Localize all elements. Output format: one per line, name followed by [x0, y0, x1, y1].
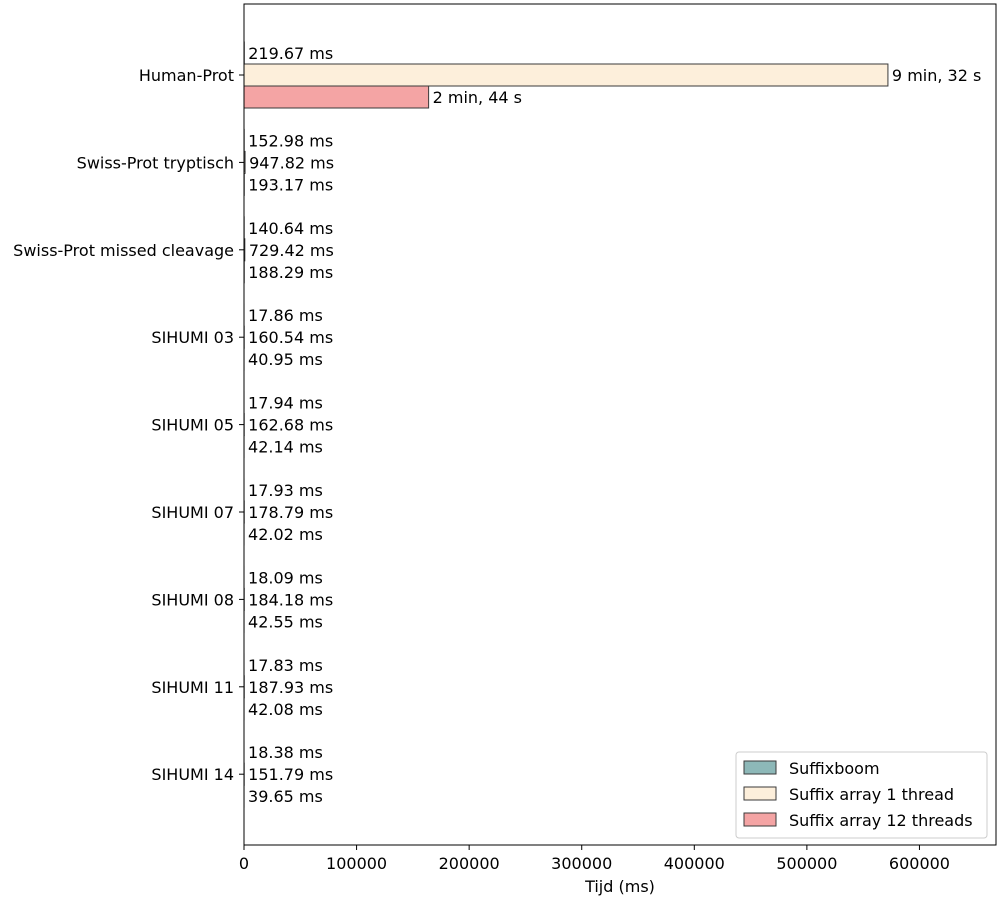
legend-label: Suffix array 1 thread: [789, 785, 954, 804]
legend-swatch: [743, 760, 777, 775]
bar-value-label: 160.54 ms: [248, 328, 333, 347]
bar-value-label: 42.55 ms: [248, 612, 323, 631]
bar-value-label: 18.09 ms: [248, 568, 323, 587]
bar-value-label: 40.95 ms: [248, 350, 323, 369]
bar-value-label: 9 min, 32 s: [892, 66, 981, 85]
x-tick-label: 100000: [326, 854, 387, 873]
x-axis: 0 100000 200000 300000 400000 500000 600000: [239, 845, 950, 873]
bar-value-label: 947.82 ms: [249, 153, 334, 172]
y-tick-label: Swiss-Prot tryptisch: [77, 153, 234, 172]
bar-value-label: 219.67 ms: [248, 44, 333, 63]
legend-frame: [735, 751, 988, 839]
bar-value-label: 184.18 ms: [248, 590, 333, 609]
legend-label: Suffixboom: [789, 759, 880, 778]
legend-label: Suffix array 12 threads: [789, 811, 973, 830]
x-tick-label: 400000: [664, 854, 725, 873]
bar-value-label: 187.93 ms: [248, 678, 333, 697]
y-tick-label: Human-Prot: [139, 66, 234, 85]
y-tick-label: SIHUMI 14: [151, 765, 234, 784]
plot-frame: [243, 3, 997, 846]
bar-value-label: 151.79 ms: [248, 765, 333, 784]
x-tick-label: 0: [239, 854, 249, 873]
x-tick-label: 300000: [551, 854, 612, 873]
bar-value-label: 162.68 ms: [248, 416, 333, 435]
legend-swatch: [743, 812, 777, 827]
bar: [243, 63, 889, 87]
bar-value-label: 193.17 ms: [248, 175, 333, 194]
bar-value-label: 152.98 ms: [248, 131, 333, 150]
bar-value-label: 42.08 ms: [248, 700, 323, 719]
x-axis-label: Tijd (ms): [584, 877, 655, 896]
bar-value-label: 17.83 ms: [248, 656, 323, 675]
y-tick-label: SIHUMI 05: [151, 416, 234, 435]
y-tick-label: Swiss-Prot missed cleavage: [13, 241, 234, 260]
bar-value-label: 17.94 ms: [248, 394, 323, 413]
y-tick-label: SIHUMI 08: [151, 590, 234, 609]
bar-value-label: 729.42 ms: [249, 241, 334, 260]
x-tick-label: 600000: [889, 854, 950, 873]
bar-value-label: 140.64 ms: [248, 219, 333, 238]
y-tick-label: SIHUMI 07: [151, 503, 234, 522]
bar-value-labels: 219.67 ms 9 min, 32 s 2 min, 44 s 152.98 ms…: [248, 44, 981, 806]
y-tick-label: SIHUMI 03: [151, 328, 234, 347]
x-tick-label: 200000: [439, 854, 500, 873]
y-axis: Human-Prot Swiss-Prot tryptisch Swiss-Prot…: [13, 66, 244, 784]
bar: [243, 85, 430, 109]
bar-value-label: 17.86 ms: [248, 306, 323, 325]
legend-swatch: [743, 786, 777, 801]
bar-value-label: 2 min, 44 s: [433, 88, 522, 107]
bars-layer: [243, 41, 889, 808]
bar-value-label: 39.65 ms: [248, 787, 323, 806]
bar-value-label: 18.38 ms: [248, 743, 323, 762]
y-tick-label: SIHUMI 11: [151, 678, 234, 697]
x-tick-label: 500000: [776, 854, 837, 873]
bar-value-label: 42.14 ms: [248, 438, 323, 457]
bar-value-label: 178.79 ms: [248, 503, 333, 522]
legend: Suffixboom Suffix array 1 thread Suffix ar…: [735, 751, 988, 839]
bar-value-label: 188.29 ms: [248, 263, 333, 282]
bar-value-label: 42.02 ms: [248, 525, 323, 544]
bar-value-label: 17.93 ms: [248, 481, 323, 500]
